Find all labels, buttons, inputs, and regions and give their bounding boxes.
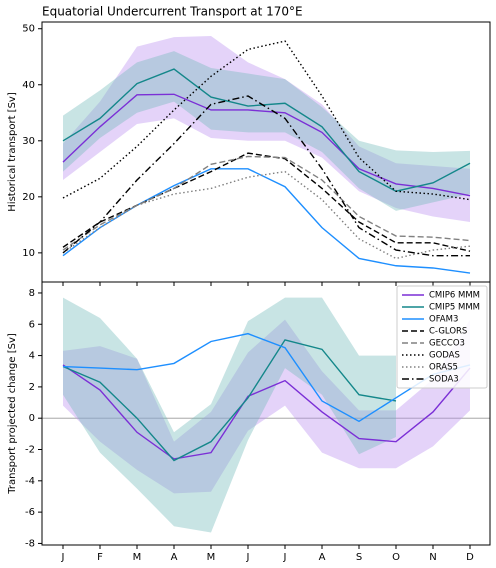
x-tick-label: O <box>392 552 400 563</box>
y-tick-label: -8 <box>25 538 35 549</box>
range-band <box>63 51 470 211</box>
x-tick-label: J <box>61 552 65 563</box>
x-tick-label: S <box>356 552 362 563</box>
legend-box <box>396 285 488 389</box>
y-tick-label: 6 <box>29 319 35 330</box>
y-tick-label: -4 <box>25 476 35 487</box>
series-line <box>62 68 471 192</box>
series-line <box>62 40 471 201</box>
x-tick-label: N <box>429 552 436 563</box>
series-line <box>62 332 471 423</box>
y-tick-label: -6 <box>25 507 35 518</box>
x-tick-label: A <box>319 552 326 563</box>
legend-label: CMIP5 MMM <box>429 303 480 313</box>
x-tick-label: J <box>283 552 287 563</box>
y-tick-label: 40 <box>22 80 35 91</box>
x-tick-label: F <box>97 552 103 563</box>
x-tick-label: M <box>133 552 142 563</box>
legend-label: C-GLORS <box>429 327 467 337</box>
legend-label: OFAM3 <box>429 315 458 325</box>
series-line <box>62 170 471 260</box>
y-tick-label: 4 <box>29 351 35 362</box>
legend: CMIP6 MMM CMIP5 MMM OFAM3 C-GLORS GECCO3 GODA… <box>396 285 488 389</box>
y-tick-label: 20 <box>22 192 35 203</box>
series-line <box>62 339 397 462</box>
x-tick-label: J <box>246 552 250 563</box>
y-tick-label: 50 <box>22 24 35 35</box>
legend-label: CMIP6 MMM <box>429 291 480 301</box>
legend-label: GECCO3 <box>429 339 465 349</box>
x-tick-label: D <box>466 552 474 563</box>
y-tick-label: 10 <box>22 248 35 259</box>
y-axis-label: Historical transport [Sv] <box>7 92 18 212</box>
y-tick-label: 0 <box>29 413 35 424</box>
x-tick-label: A <box>171 552 178 563</box>
series-line <box>62 93 471 197</box>
series-line <box>62 364 471 460</box>
y-axis-label: Transport projected change [Sv] <box>7 333 18 495</box>
range-band <box>63 297 396 533</box>
y-tick-label: 2 <box>29 382 35 393</box>
range-band <box>63 36 470 223</box>
y-tick-label: 30 <box>22 136 35 147</box>
y-tick-label: -2 <box>25 445 35 456</box>
legend-label: SODA3 <box>429 375 459 385</box>
axes-frame <box>41 281 491 546</box>
series-line <box>62 155 471 251</box>
series-line <box>62 152 471 252</box>
x-tick-label: M <box>207 552 216 563</box>
y-tick-label: 8 <box>29 288 35 299</box>
legend-label: ORAS5 <box>429 363 458 373</box>
chart-title: Equatorial Undercurrent Transport at 170… <box>42 5 303 19</box>
legend-label: GODAS <box>429 351 460 361</box>
